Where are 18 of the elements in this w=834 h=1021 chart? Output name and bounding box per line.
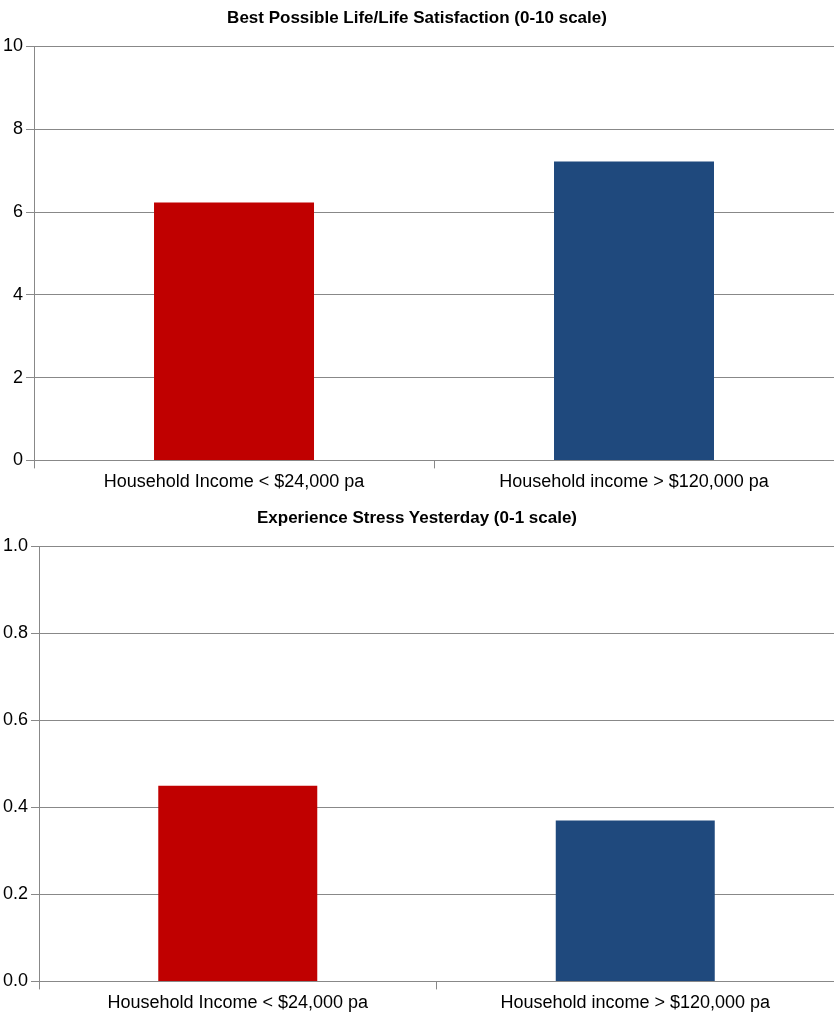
x-tick-label: Household income > $120,000 pa (500, 992, 772, 1013)
y-tick-label: 4 (13, 283, 24, 304)
x-tick-label: Household income > $120,000 pa (499, 471, 770, 492)
y-tick-label: 2 (13, 366, 24, 387)
y-tick-label: 0.6 (2, 709, 29, 730)
y-tick-label: 1.0 (2, 535, 29, 556)
y-tick-label: 0 (13, 449, 24, 470)
y-tick-label: 0.0 (2, 970, 29, 991)
y-tick-label: 8 (13, 118, 24, 139)
y-tick-label: 10 (2, 35, 24, 56)
x-tick-label: Household Income < $24,000 pa (103, 471, 366, 492)
y-tick-label: 0.4 (2, 796, 29, 817)
x-tick-label: Household Income < $24,000 pa (107, 992, 370, 1013)
chart-title: Experience Stress Yesterday (0-1 scale) (256, 507, 578, 527)
y-tick-label: 0.2 (2, 883, 29, 904)
y-tick-label: 6 (13, 200, 24, 221)
y-tick-label: 0.8 (2, 622, 29, 643)
chart-title: Best Possible Life/Life Satisfaction (0-10 scale) (227, 7, 607, 27)
